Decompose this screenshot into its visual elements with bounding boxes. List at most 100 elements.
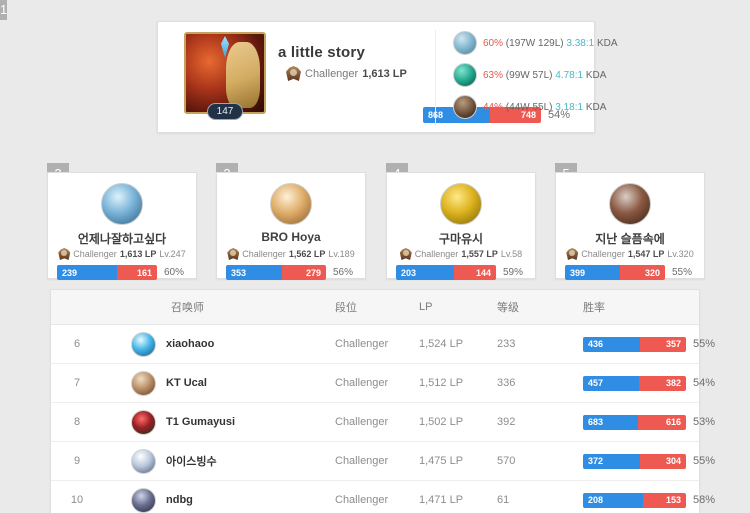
winrate-percent: 60%	[164, 267, 185, 278]
top-player-name[interactable]: a little story	[278, 44, 365, 61]
row-lp: 1,475 LP	[419, 455, 464, 467]
challenger-emblem-icon	[566, 248, 579, 260]
winloss-bar: 683 616	[583, 414, 686, 430]
player-tier: Challenger 1,562 LP Lv.189	[217, 248, 365, 260]
row-summoner[interactable]: ndbg	[103, 487, 335, 513]
champion-kda: 3.18:1	[555, 101, 584, 113]
winrate-percent: 54%	[548, 109, 571, 121]
losses-segment: 748	[490, 107, 541, 123]
top-champions-list: 60% (197W 129L) 3.38:1 KDA 63% (99W 57L)…	[453, 30, 618, 120]
row-level: 570	[497, 455, 516, 467]
wins-segment: 372	[583, 453, 640, 469]
winloss-bar: 436 357	[583, 336, 686, 352]
row-summoner[interactable]: KT Ucal	[103, 370, 335, 396]
top-player-card[interactable]: 147 a little story Challenger 1,613 LP 8…	[157, 21, 618, 133]
row-rank: 10	[70, 494, 84, 506]
winrate-percent: 55%	[693, 455, 716, 467]
row-summoner-name[interactable]: xiaohaoo	[166, 338, 215, 350]
table-row[interactable]: 9 아이스빙수 Challenger 1,475 LP 570 372 304 …	[51, 442, 715, 481]
winrate-percent: 55%	[672, 267, 693, 278]
player-name[interactable]: 지난 슬픔속에	[595, 232, 665, 246]
losses-segment: 153	[642, 492, 686, 508]
champion-stats: 63% (99W 57L) 4.78:1 KDA	[483, 70, 606, 81]
wins-segment: 457	[583, 375, 639, 391]
column-header-lp[interactable]: LP	[419, 301, 433, 313]
card-divider	[435, 30, 436, 126]
wins-segment: 203	[396, 265, 454, 280]
row-summoner-name[interactable]: T1 Gumayusi	[166, 416, 236, 428]
challenger-emblem-icon	[227, 248, 240, 260]
winrate-percent: 56%	[333, 267, 354, 278]
champion-avatar-icon	[453, 95, 477, 119]
losses-segment: 279	[282, 265, 326, 280]
player-tier: Challenger 1,547 LP Lv.320	[556, 248, 704, 260]
summoner-icon-art	[184, 32, 266, 114]
top-player-lp: 1,613 LP	[362, 67, 407, 80]
table-row[interactable]: 6 xiaohaoo Challenger 1,524 LP 233 436 3…	[51, 325, 715, 364]
player-name[interactable]: 언제나잘하고싶다	[77, 232, 167, 246]
player-card-5[interactable]: 지난 슬픔속에 Challenger 1,547 LP Lv.320 399 3…	[555, 172, 705, 280]
champion-kda: 4.78:1	[555, 69, 584, 81]
row-lp: 1,524 LP	[419, 338, 464, 350]
losses-segment: 382	[638, 375, 686, 391]
row-rank: 8	[73, 416, 81, 428]
player-card-2[interactable]: 언제나잘하고싶다 Challenger 1,613 LP Lv.247 239 …	[47, 172, 197, 280]
player-tier-label: Challenger	[242, 249, 286, 259]
champion-winrate: 44%	[483, 101, 504, 113]
row-tier: Challenger	[335, 494, 389, 506]
row-summoner[interactable]: 아이스빙수	[103, 448, 335, 474]
champion-row: 60% (197W 129L) 3.38:1 KDA	[453, 30, 618, 56]
table-row[interactable]: 7 KT Ucal Challenger 1,512 LP 336 457 38…	[51, 364, 715, 403]
player-card-3[interactable]: BRO Hoya Challenger 1,562 LP Lv.189 353 …	[216, 172, 366, 280]
winrate-percent: 54%	[693, 377, 716, 389]
column-header-summoner[interactable]: 召唤师	[171, 302, 204, 314]
champion-kda-label: KDA	[585, 101, 607, 113]
row-level: 336	[497, 377, 516, 389]
row-winloss: 372 304 55%	[583, 453, 716, 469]
column-header-level[interactable]: 等级	[497, 302, 519, 314]
table-row[interactable]: 8 T1 Gumayusi Challenger 1,502 LP 392 68…	[51, 403, 715, 442]
champion-winrate: 63%	[483, 69, 504, 81]
ranking-table: 召唤师 段位 LP 等级 胜率 6 xiaohaoo Challenger 1,…	[50, 289, 715, 513]
summoner-avatar-icon	[131, 409, 156, 435]
wins-segment: 436	[583, 336, 640, 352]
row-summoner[interactable]: T1 Gumayusi	[103, 409, 335, 435]
row-summoner[interactable]: xiaohaoo	[103, 331, 335, 357]
table-header-row: 召唤师 段位 LP 等级 胜率	[51, 290, 699, 325]
row-summoner-name[interactable]: ndbg	[166, 494, 193, 506]
winloss-bar: 372 304	[583, 453, 686, 469]
champion-stats: 60% (197W 129L) 3.38:1 KDA	[483, 38, 618, 49]
column-header-winrate[interactable]: 胜率	[583, 302, 605, 314]
row-level: 233	[497, 338, 516, 350]
player-name[interactable]: 구마유시	[438, 232, 484, 246]
table-row[interactable]: 10 ndbg Challenger 1,471 LP 61 208 153 5…	[51, 481, 715, 513]
champion-kda-label: KDA	[596, 37, 618, 49]
champion-kda: 3.38:1	[566, 37, 595, 49]
row-rank: 7	[73, 377, 81, 389]
wins-segment: 239	[57, 265, 117, 280]
row-lp: 1,471 LP	[419, 494, 464, 506]
player-winloss: 399 320 55%	[565, 265, 692, 280]
top-player-tier: Challenger 1,613 LP	[286, 66, 407, 81]
row-summoner-name[interactable]: KT Ucal	[166, 377, 207, 389]
losses-segment: 616	[637, 414, 686, 430]
column-header-tier[interactable]: 段位	[335, 302, 357, 314]
winrate-percent: 53%	[693, 416, 716, 428]
player-card-4[interactable]: 구마유시 Challenger 1,557 LP Lv.58 203 144 5…	[386, 172, 536, 280]
winrate-percent: 59%	[503, 267, 524, 278]
losses-segment: 304	[639, 453, 686, 469]
winloss-bar: 457 382	[583, 375, 686, 391]
winrate-percent: 55%	[693, 338, 716, 350]
player-tier: Challenger 1,557 LP Lv.58	[387, 248, 535, 260]
player-tier-label: Challenger	[414, 249, 459, 259]
row-lp: 1,512 LP	[419, 377, 464, 389]
summoner-icon	[101, 183, 143, 225]
player-name[interactable]: BRO Hoya	[261, 230, 321, 244]
top-player-tier-label: Challenger	[305, 67, 359, 80]
player-winloss: 203 144 59%	[396, 265, 523, 280]
row-summoner-name[interactable]: 아이스빙수	[166, 456, 217, 468]
winloss-bar: 203 144	[396, 265, 496, 280]
champion-winrate: 60%	[483, 37, 504, 49]
row-winloss: 683 616 53%	[583, 414, 716, 430]
row-tier: Challenger	[335, 377, 389, 389]
